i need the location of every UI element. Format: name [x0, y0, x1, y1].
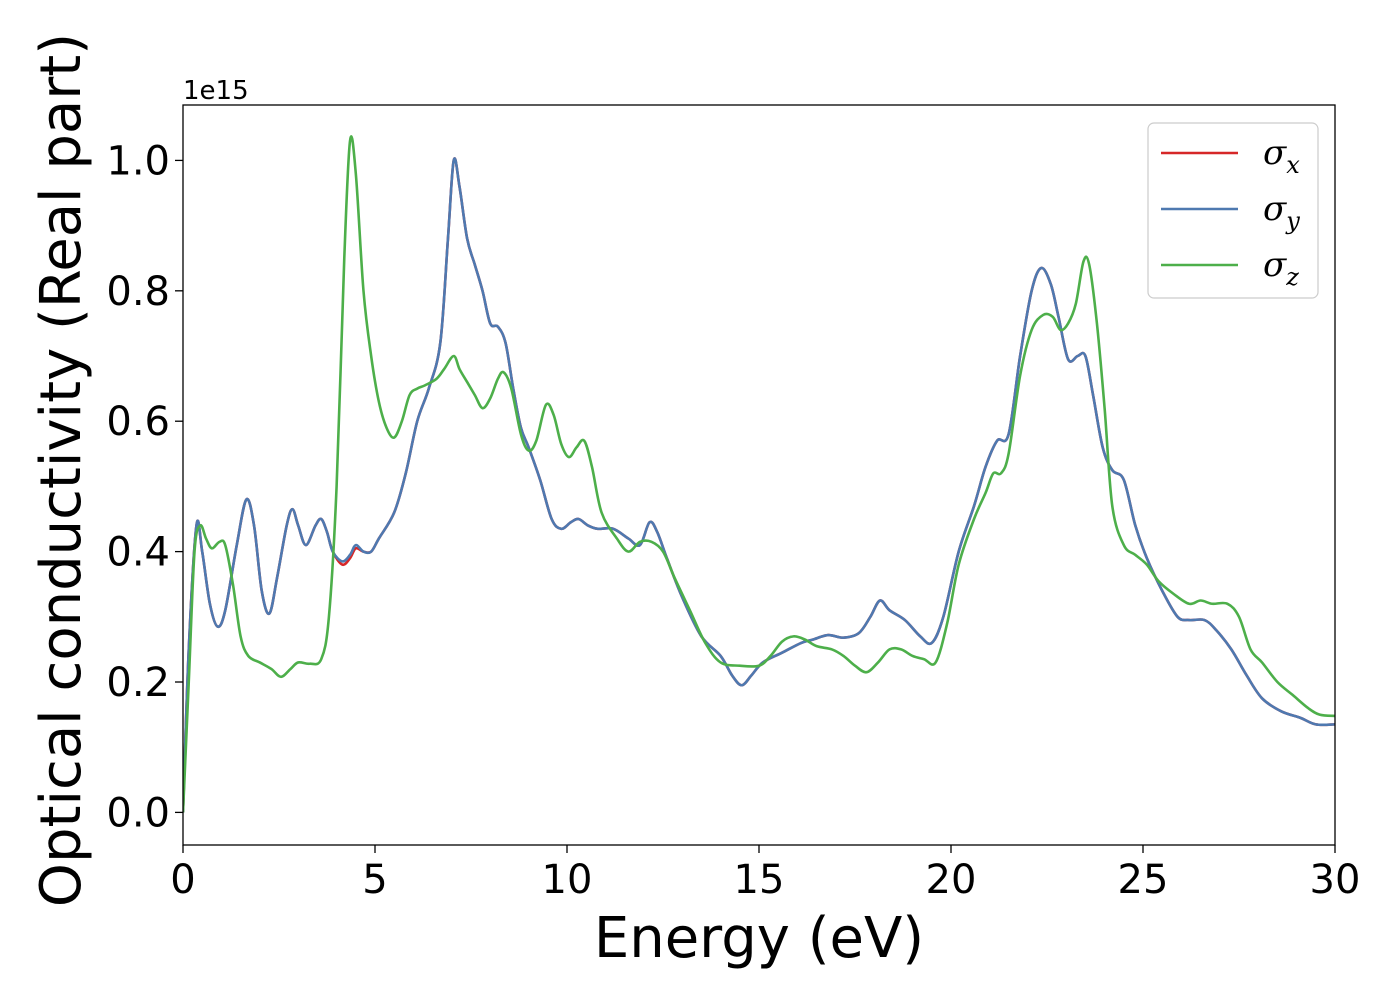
x-tick-label: 10 [542, 857, 593, 903]
x-tick-label: 25 [1118, 857, 1169, 903]
x-tick-label: 0 [170, 857, 195, 903]
legend-box [1147, 122, 1319, 299]
x-tick-label: 20 [926, 857, 977, 903]
legend-label-sigma-x: σx [1263, 133, 1300, 179]
y-tick-label: 0.2 [106, 660, 170, 706]
x-tick-label: 15 [734, 857, 785, 903]
ticks-layer: 0 5 10 15 20 25 30 0.0 0.2 0.4 0.6 0.8 1.0 [106, 138, 1360, 903]
x-axis-label: Energy (eV) [594, 906, 924, 971]
y-axis-label: Optical conductivity (Real part) [29, 33, 94, 907]
series-line-sigma-y [183, 157, 1335, 813]
y-tick-label: 0.6 [106, 399, 170, 445]
y-tick-label: 0.4 [106, 530, 170, 576]
y-tick-label: 0.8 [106, 269, 170, 315]
x-tick-label: 30 [1310, 857, 1361, 903]
y-axis-offset-label: 1e15 [183, 76, 249, 106]
y-tick-label: 1.0 [106, 138, 170, 184]
x-tick-label: 5 [362, 857, 387, 903]
series-line-sigma-z [183, 135, 1335, 813]
series-layer [183, 135, 1335, 813]
y-tick-label: 0.0 [106, 790, 170, 836]
